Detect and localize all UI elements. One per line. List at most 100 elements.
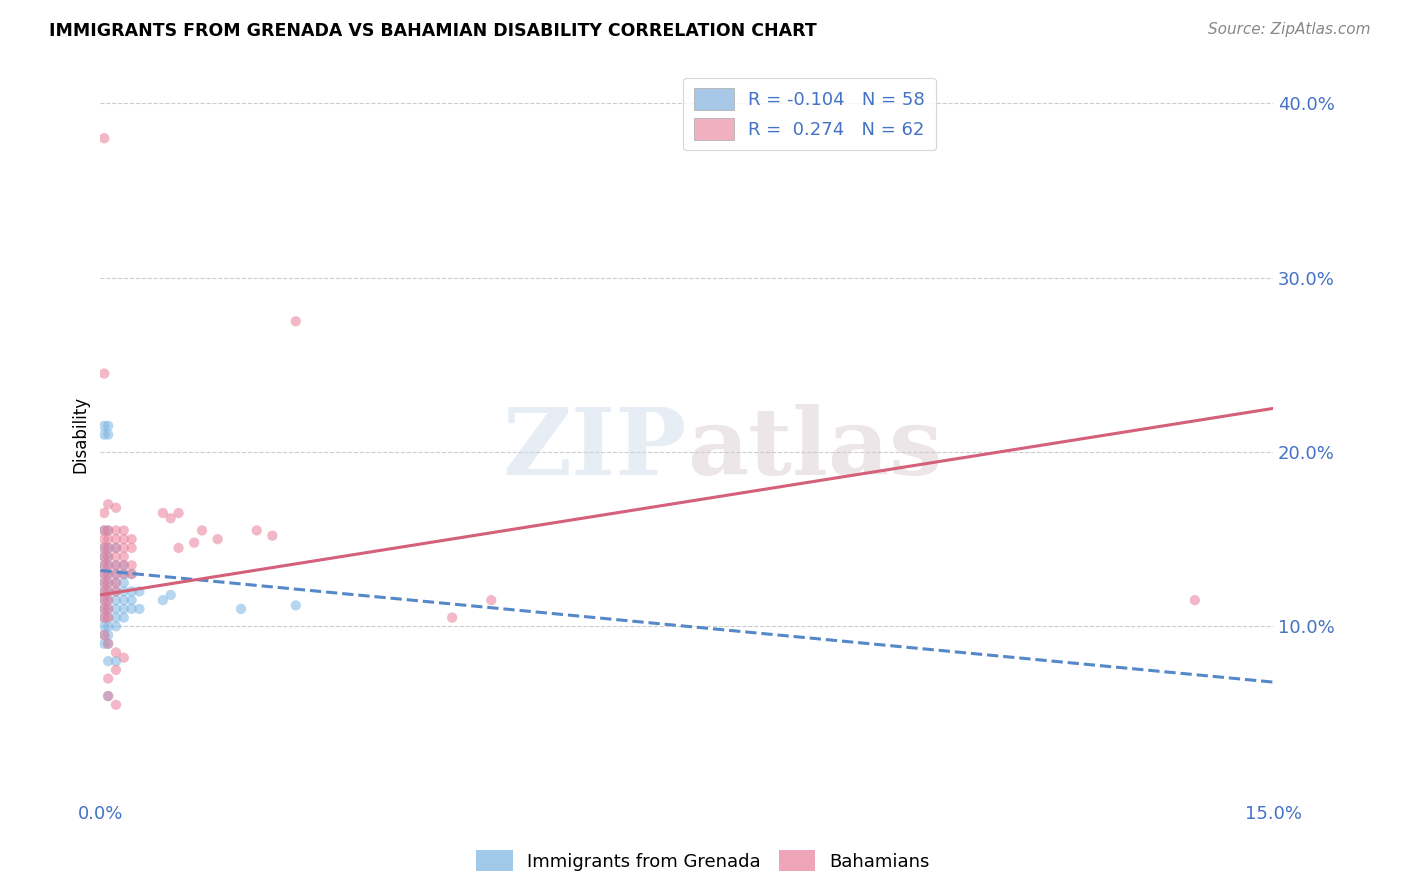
Point xyxy=(97,610,120,624)
Point xyxy=(441,610,464,624)
Point xyxy=(97,610,120,624)
Point xyxy=(104,500,127,515)
Point xyxy=(93,567,115,582)
Point xyxy=(93,575,115,590)
Text: Source: ZipAtlas.com: Source: ZipAtlas.com xyxy=(1208,22,1371,37)
Point xyxy=(97,532,120,546)
Point xyxy=(97,567,120,582)
Point xyxy=(93,584,115,599)
Point xyxy=(104,575,127,590)
Point xyxy=(183,535,205,549)
Text: ZIP: ZIP xyxy=(502,404,686,494)
Point xyxy=(121,567,143,582)
Point xyxy=(97,593,120,607)
Point xyxy=(93,567,115,582)
Point xyxy=(152,506,174,520)
Point xyxy=(479,593,502,607)
Legend: Immigrants from Grenada, Bahamians: Immigrants from Grenada, Bahamians xyxy=(470,843,936,879)
Point xyxy=(262,529,284,543)
Point xyxy=(104,619,127,633)
Point xyxy=(207,532,229,546)
Point xyxy=(93,593,115,607)
Point xyxy=(112,567,135,582)
Point xyxy=(93,541,115,555)
Point xyxy=(167,541,190,555)
Point xyxy=(93,532,115,546)
Point xyxy=(112,575,135,590)
Point xyxy=(93,427,115,442)
Point xyxy=(93,593,115,607)
Point xyxy=(97,418,120,433)
Point xyxy=(191,524,214,538)
Point xyxy=(104,541,127,555)
Point xyxy=(112,558,135,573)
Point xyxy=(104,698,127,712)
Point xyxy=(97,575,120,590)
Point xyxy=(97,524,120,538)
Point xyxy=(104,567,127,582)
Point xyxy=(93,418,115,433)
Point xyxy=(97,497,120,511)
Point xyxy=(93,610,115,624)
Point xyxy=(93,558,115,573)
Point xyxy=(93,549,115,564)
Point xyxy=(112,532,135,546)
Point xyxy=(97,619,120,633)
Point xyxy=(121,532,143,546)
Point xyxy=(97,593,120,607)
Point xyxy=(112,584,135,599)
Point xyxy=(93,367,115,381)
Point xyxy=(229,602,252,616)
Point xyxy=(93,131,115,145)
Point xyxy=(112,593,135,607)
Point xyxy=(97,584,120,599)
Point xyxy=(97,541,120,555)
Point xyxy=(128,602,150,616)
Text: atlas: atlas xyxy=(686,404,942,494)
Point xyxy=(97,549,120,564)
Point xyxy=(93,602,115,616)
Point xyxy=(104,549,127,564)
Point xyxy=(104,532,127,546)
Point xyxy=(93,628,115,642)
Point xyxy=(97,567,120,582)
Point xyxy=(93,602,115,616)
Point xyxy=(159,588,181,602)
Point xyxy=(159,511,181,525)
Point xyxy=(152,593,174,607)
Point xyxy=(104,593,127,607)
Point xyxy=(97,672,120,686)
Point xyxy=(104,602,127,616)
Point xyxy=(97,602,120,616)
Point xyxy=(104,663,127,677)
Point xyxy=(121,558,143,573)
Point xyxy=(121,602,143,616)
Point xyxy=(97,628,120,642)
Point xyxy=(121,593,143,607)
Point xyxy=(104,541,127,555)
Point xyxy=(93,541,115,555)
Point xyxy=(97,689,120,703)
Point xyxy=(93,584,115,599)
Point xyxy=(104,610,127,624)
Point xyxy=(1184,593,1206,607)
Point xyxy=(93,628,115,642)
Point xyxy=(93,549,115,564)
Point xyxy=(97,558,120,573)
Point xyxy=(104,558,127,573)
Point xyxy=(112,650,135,665)
Point xyxy=(97,584,120,599)
Point xyxy=(93,524,115,538)
Point xyxy=(112,602,135,616)
Y-axis label: Disability: Disability xyxy=(72,396,89,473)
Point xyxy=(97,602,120,616)
Point xyxy=(93,506,115,520)
Text: IMMIGRANTS FROM GRENADA VS BAHAMIAN DISABILITY CORRELATION CHART: IMMIGRANTS FROM GRENADA VS BAHAMIAN DISA… xyxy=(49,22,817,40)
Point xyxy=(97,427,120,442)
Point xyxy=(93,558,115,573)
Point xyxy=(104,584,127,599)
Point xyxy=(104,524,127,538)
Point xyxy=(167,506,190,520)
Legend: R = -0.104   N = 58, R =  0.274   N = 62: R = -0.104 N = 58, R = 0.274 N = 62 xyxy=(683,78,935,151)
Point xyxy=(104,575,127,590)
